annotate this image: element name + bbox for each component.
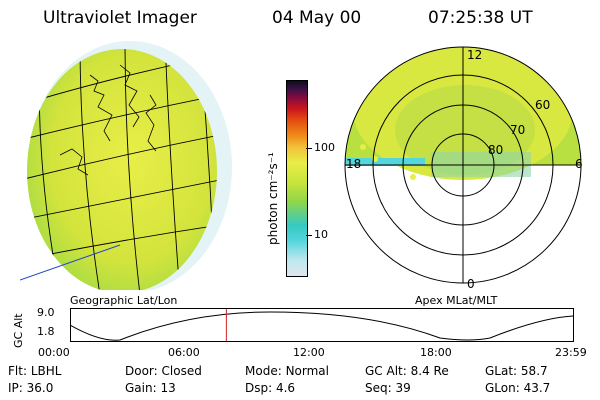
- polar-caption: Apex MLat/MLT: [415, 294, 498, 307]
- mlt-label-12: 12: [467, 48, 482, 62]
- mlat-label-70: 70: [510, 123, 525, 137]
- status-mode: Mode: Normal: [245, 364, 329, 378]
- coastlines: [59, 64, 157, 176]
- altitude-xtick-4: 23:59: [555, 346, 587, 359]
- geographic-caption: Geographic Lat/Lon: [70, 294, 178, 307]
- altitude-xtick-3: 18:00: [420, 346, 452, 359]
- colorbar-tick-10: [306, 235, 312, 236]
- colorbar-label-100: 100: [314, 141, 335, 154]
- status-dsp: Dsp: 4.6: [245, 381, 296, 395]
- status-ip: IP: 36.0: [8, 381, 54, 395]
- polar-grid: [344, 46, 582, 284]
- mlt-label-6: 6: [575, 157, 583, 171]
- geographic-image: [20, 41, 232, 290]
- altitude-ylabel: GC Alt: [12, 313, 25, 348]
- altitude-xtick-2: 12:00: [293, 346, 325, 359]
- status-door: Door: Closed: [125, 364, 202, 378]
- status-glon: GLon: 43.7: [485, 381, 551, 395]
- colorbar-label-10: 10: [314, 228, 328, 241]
- lat-lon-grid: [27, 49, 217, 290]
- colorbar-unit: photon cm⁻²s⁻¹: [266, 152, 280, 245]
- status-flt: Flt: LBHL: [8, 364, 62, 378]
- observation-time: 07:25:38 UT: [428, 8, 533, 28]
- status-gc-alt: GC Alt: 8.4 Re: [365, 364, 449, 378]
- colorbar-tick-100: [306, 148, 312, 149]
- mlt-label-0: 0: [467, 277, 475, 291]
- altitude-ytick-1-8: 1.8: [37, 325, 55, 338]
- instrument-title: Ultraviolet Imager: [43, 8, 197, 28]
- observation-date: 04 May 00: [272, 8, 362, 28]
- altitude-ytick-9: 9.0: [37, 306, 55, 319]
- polar-plot: 12 18 6 0 60 70 80: [344, 46, 583, 291]
- mlat-label-80: 80: [488, 143, 503, 157]
- altitude-xtick-1: 06:00: [168, 346, 200, 359]
- status-glat: GLat: 58.7: [485, 364, 548, 378]
- earth-disk: [27, 49, 217, 290]
- colorbar: [286, 80, 308, 277]
- terminator-line: [20, 244, 121, 281]
- status-seq: Seq: 39: [365, 381, 411, 395]
- mlt-label-18: 18: [346, 157, 361, 171]
- altitude-plot: [70, 308, 574, 342]
- mlat-label-60: 60: [535, 98, 550, 112]
- altitude-curve: [70, 311, 574, 341]
- status-gain: Gain: 13: [125, 381, 176, 395]
- altitude-xtick-0: 00:00: [38, 346, 70, 359]
